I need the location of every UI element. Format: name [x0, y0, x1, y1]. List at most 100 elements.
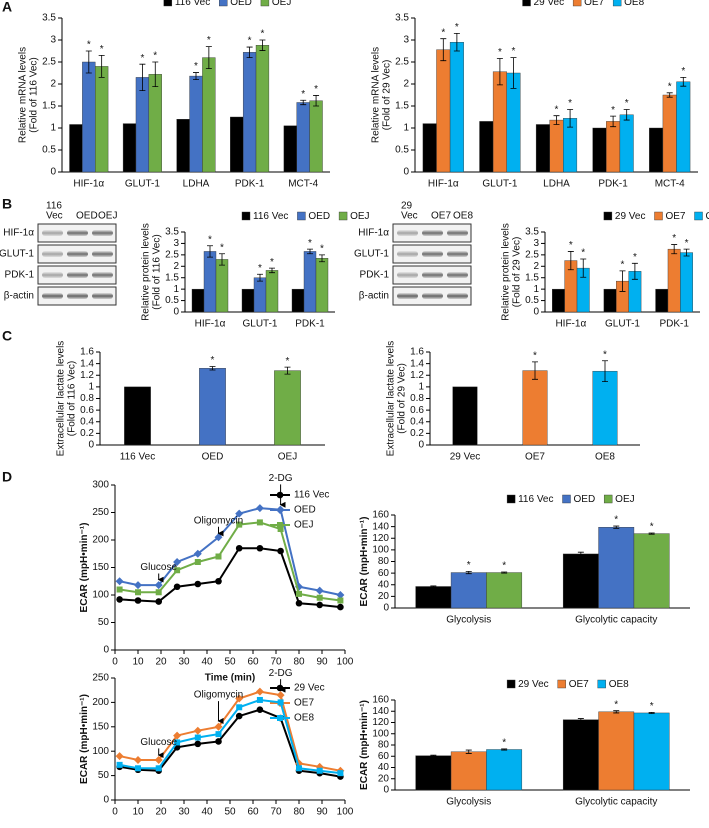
significance: *: [614, 699, 618, 710]
y-tick-label: 0.5: [395, 145, 409, 156]
y-tick-label: 3: [50, 35, 56, 46]
marker: [135, 765, 141, 772]
legend-label: 116 Vec: [294, 490, 329, 501]
legend-label: OED: [294, 505, 316, 516]
legend-marker: [276, 506, 284, 514]
y-tick-label: 20: [378, 591, 390, 602]
panel-label: C: [2, 328, 12, 344]
error-bar: [207, 245, 213, 258]
marker: [316, 767, 323, 774]
legend-marker: [277, 715, 283, 721]
y-tick-label: 100: [372, 728, 389, 739]
marker: [194, 740, 202, 748]
y-tick-label: 140: [372, 521, 389, 532]
bar: [606, 121, 621, 173]
blot-band: [67, 272, 88, 278]
y-tick-label: 0: [173, 307, 179, 318]
y-tick-label: 3.5: [165, 227, 179, 238]
y-tick-label: 60: [378, 751, 390, 762]
marker: [214, 722, 223, 731]
error-bar: [666, 92, 673, 98]
marker: [154, 581, 163, 590]
y-tick-label: 3: [173, 238, 179, 249]
x-tick-label: HIF-1α: [555, 319, 586, 330]
bar: [633, 533, 670, 609]
significance: *: [512, 46, 516, 57]
x-tick-label: Glycolytic capacity: [575, 797, 657, 808]
error-bar: [269, 267, 275, 274]
error-bar: [532, 361, 538, 380]
y-tick-label: 1.5: [525, 272, 539, 283]
bar: [676, 81, 691, 173]
x-axis-label: Time (min): [205, 673, 255, 684]
legend-label: OE8: [609, 679, 629, 690]
significance: *: [320, 243, 324, 254]
error-bar: [613, 525, 620, 529]
legend-marker: [276, 491, 284, 499]
bar: [486, 749, 523, 791]
y-tick-label: 60: [378, 568, 390, 579]
lane-label: 29: [401, 201, 413, 212]
marker: [115, 577, 124, 586]
marker: [194, 580, 202, 588]
legend-label: 29 Vec: [518, 679, 549, 690]
error-bar: [501, 571, 508, 574]
bar: [450, 572, 487, 609]
y-axis-label: Extracellular lactate levels: [386, 341, 397, 457]
bar: [315, 258, 329, 313]
x-tick-label: GLUT-1: [605, 319, 640, 330]
bar: [415, 755, 452, 791]
significance: *: [502, 738, 506, 749]
blot-band: [447, 251, 468, 257]
marker: [194, 559, 201, 565]
y-tick-label: 1: [88, 382, 94, 393]
legend-swatch: [557, 679, 566, 689]
significance: *: [441, 27, 445, 38]
error-bar: [496, 58, 503, 86]
legend-label: 29 Vec: [615, 211, 646, 222]
significance: *: [208, 234, 212, 245]
x-tick-label: 50: [224, 657, 236, 668]
y-tick-label: 0.8: [80, 393, 94, 404]
legend-label: 116 Vec: [175, 0, 210, 8]
y-tick-label: 300: [92, 480, 109, 491]
y-tick-label: 3: [533, 238, 539, 249]
bar: [680, 252, 693, 313]
significance: *: [533, 351, 537, 362]
x-tick-label: 40: [201, 807, 213, 818]
line: [119, 521, 341, 602]
bar: [549, 119, 564, 173]
line: [119, 547, 341, 609]
error-bar: [501, 748, 508, 751]
legend-label: OEJ: [272, 0, 291, 8]
blot-band: [67, 293, 88, 299]
blot-band: [397, 251, 418, 257]
significance: *: [455, 22, 459, 33]
bar: [309, 100, 323, 173]
marker: [276, 691, 285, 700]
x-tick-label: OED: [202, 452, 224, 463]
significance: *: [625, 98, 629, 109]
y-tick-label: 2: [403, 79, 409, 90]
legend-label: 29 Vec: [294, 683, 325, 694]
significance: *: [685, 238, 689, 249]
legend-swatch: [597, 679, 606, 689]
legend-swatch: [562, 494, 571, 504]
y-tick-label: 140: [372, 706, 389, 717]
significance: *: [603, 349, 607, 360]
y-tick-label: 1.5: [42, 101, 56, 112]
y-tick-label: 1.6: [80, 347, 94, 358]
error-bar: [602, 360, 608, 383]
lane-label: OE7: [431, 211, 451, 222]
significance: *: [555, 104, 559, 115]
error-bar: [648, 532, 655, 535]
marker: [155, 589, 162, 596]
y-tick-label: 1: [173, 284, 179, 295]
legend-swatch: [694, 211, 703, 221]
legend-marker: [277, 522, 283, 528]
y-tick-label: 1: [533, 284, 539, 295]
significance: *: [668, 81, 672, 92]
marker: [236, 704, 243, 711]
bar: [303, 251, 317, 313]
bar: [449, 42, 464, 173]
